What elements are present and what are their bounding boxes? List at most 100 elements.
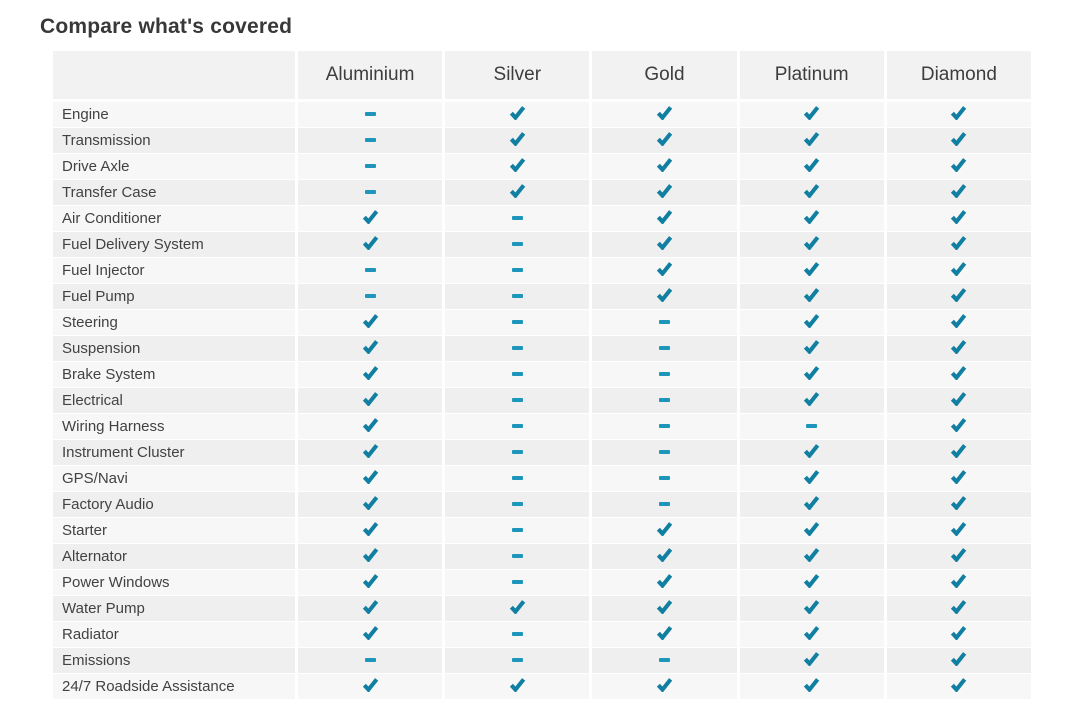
- coverage-cell: [592, 388, 737, 413]
- coverage-cell: [445, 570, 590, 595]
- row-label: Starter: [53, 518, 295, 543]
- dash-icon: [364, 138, 376, 143]
- check-icon: [804, 183, 820, 199]
- check-icon: [951, 521, 967, 537]
- dash-icon: [511, 528, 523, 533]
- coverage-cell: [739, 622, 884, 647]
- coverage-cell: [592, 154, 737, 179]
- check-icon: [951, 651, 967, 667]
- coverage-cell: [445, 102, 590, 127]
- coverage-cell: [445, 648, 590, 673]
- dash-icon: [511, 580, 523, 585]
- dash-icon: [658, 502, 670, 507]
- check-icon: [804, 547, 820, 563]
- check-icon: [804, 521, 820, 537]
- check-icon: [804, 287, 820, 303]
- row-label: Engine: [53, 102, 295, 127]
- row-label: Transfer Case: [53, 180, 295, 205]
- plan-column-header: Diamond: [886, 51, 1031, 101]
- check-icon: [951, 183, 967, 199]
- table-row: 24/7 Roadside Assistance: [53, 674, 1031, 699]
- coverage-cell: [886, 310, 1031, 335]
- check-icon: [951, 469, 967, 485]
- table-row: Fuel Pump: [53, 284, 1031, 309]
- plan-column-header: Aluminium: [298, 51, 443, 101]
- coverage-cell: [592, 310, 737, 335]
- coverage-cell: [739, 466, 884, 491]
- check-icon: [362, 209, 378, 225]
- table-row: Fuel Delivery System: [53, 232, 1031, 257]
- coverage-cell: [298, 180, 443, 205]
- coverage-cell: [886, 388, 1031, 413]
- check-icon: [951, 677, 967, 693]
- dash-icon: [511, 398, 523, 403]
- coverage-cell: [298, 648, 443, 673]
- row-label: Fuel Pump: [53, 284, 295, 309]
- corner-header-cell: [53, 51, 295, 101]
- coverage-cell: [298, 518, 443, 543]
- coverage-cell: [739, 674, 884, 699]
- dash-icon: [511, 658, 523, 663]
- coverage-cell: [298, 336, 443, 361]
- check-icon: [951, 573, 967, 589]
- coverage-cell: [739, 310, 884, 335]
- coverage-cell: [886, 674, 1031, 699]
- coverage-cell: [298, 310, 443, 335]
- row-label: Instrument Cluster: [53, 440, 295, 465]
- table-row: Power Windows: [53, 570, 1031, 595]
- dash-icon: [511, 450, 523, 455]
- coverage-cell: [592, 414, 737, 439]
- check-icon: [509, 183, 526, 199]
- dash-icon: [364, 190, 376, 195]
- coverage-cell: [445, 466, 590, 491]
- coverage-cell: [298, 674, 443, 699]
- table-row: Steering: [53, 310, 1031, 335]
- check-icon: [362, 625, 378, 641]
- coverage-cell: [739, 180, 884, 205]
- plan-column-header: Silver: [445, 51, 590, 101]
- table-row: Air Conditioner: [53, 206, 1031, 231]
- check-icon: [509, 157, 526, 173]
- dash-icon: [658, 658, 670, 663]
- plan-column-header: Gold: [592, 51, 737, 101]
- coverage-cell: [592, 362, 737, 387]
- check-icon: [804, 443, 820, 459]
- coverage-cell: [739, 336, 884, 361]
- dash-icon: [511, 294, 523, 299]
- row-label: Fuel Delivery System: [53, 232, 295, 257]
- table-row: Wiring Harness: [53, 414, 1031, 439]
- coverage-cell: [298, 284, 443, 309]
- check-icon: [656, 157, 673, 173]
- row-label: Radiator: [53, 622, 295, 647]
- coverage-cell: [739, 128, 884, 153]
- coverage-cell: [886, 596, 1031, 621]
- coverage-cell: [298, 440, 443, 465]
- table-row: Fuel Injector: [53, 258, 1031, 283]
- coverage-cell: [445, 284, 590, 309]
- coverage-cell: [445, 258, 590, 283]
- check-icon: [656, 573, 673, 589]
- dash-icon: [511, 216, 523, 221]
- check-icon: [804, 365, 820, 381]
- dash-icon: [364, 164, 376, 169]
- coverage-cell: [739, 596, 884, 621]
- coverage-cell: [592, 232, 737, 257]
- coverage-cell: [592, 206, 737, 231]
- row-label: Drive Axle: [53, 154, 295, 179]
- coverage-cell: [445, 128, 590, 153]
- check-icon: [951, 495, 967, 511]
- table-row: Factory Audio: [53, 492, 1031, 517]
- row-label: Suspension: [53, 336, 295, 361]
- coverage-cell: [739, 492, 884, 517]
- dash-icon: [658, 346, 670, 351]
- coverage-cell: [739, 232, 884, 257]
- check-icon: [656, 287, 673, 303]
- check-icon: [362, 443, 378, 459]
- check-icon: [804, 157, 820, 173]
- check-icon: [656, 599, 673, 615]
- check-icon: [804, 469, 820, 485]
- check-icon: [362, 339, 378, 355]
- dash-icon: [364, 658, 376, 663]
- check-icon: [656, 677, 673, 693]
- coverage-cell: [739, 258, 884, 283]
